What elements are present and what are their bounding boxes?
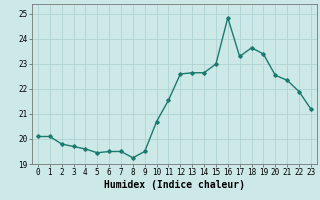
X-axis label: Humidex (Indice chaleur): Humidex (Indice chaleur): [104, 180, 245, 190]
